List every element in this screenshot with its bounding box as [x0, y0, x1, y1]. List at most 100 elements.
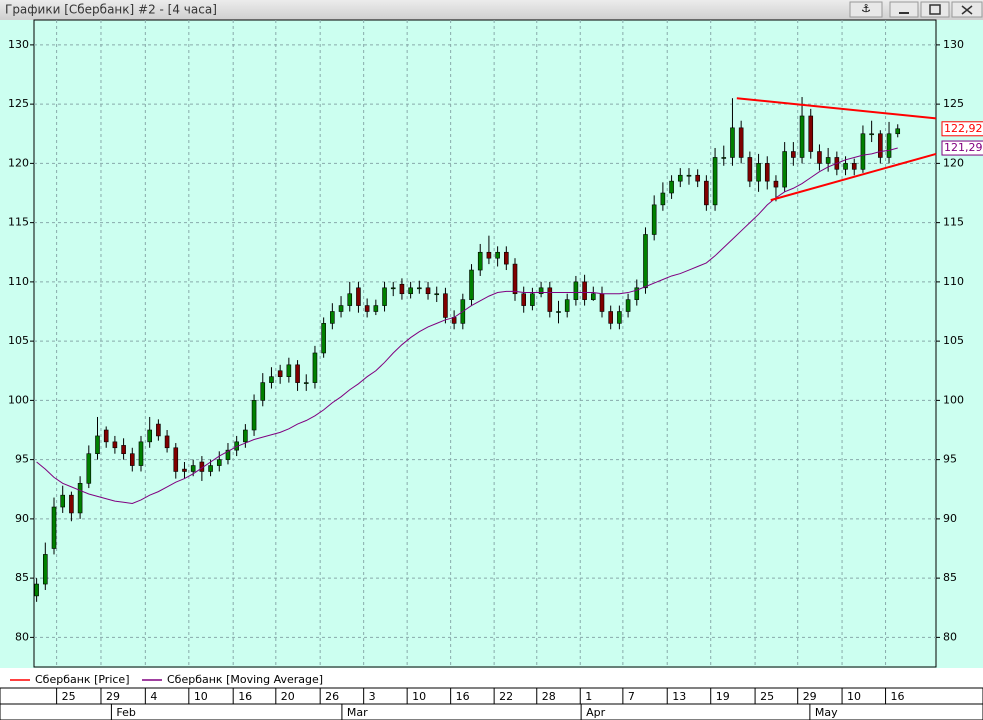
candle-body	[782, 151, 787, 188]
candle-body	[799, 115, 805, 158]
x-tick-label: 10	[194, 690, 208, 703]
candle-body	[138, 441, 144, 466]
y-tick-label-right: 110	[943, 275, 964, 288]
candle-body	[51, 506, 57, 549]
candle-body	[243, 429, 248, 443]
candle-body	[347, 293, 353, 306]
candle-body	[851, 163, 857, 170]
y-tick-label: 115	[8, 216, 29, 229]
candle-body	[286, 364, 292, 377]
trend-line	[770, 152, 937, 202]
x-tick-label: 25	[62, 690, 76, 703]
candle-body	[608, 311, 613, 324]
candle-body	[643, 234, 648, 289]
candle-body	[216, 459, 222, 466]
y-tick-label: 100	[8, 393, 29, 406]
maximize-icon	[929, 4, 941, 15]
maximize-button[interactable]	[920, 1, 950, 18]
candle-body	[190, 465, 196, 472]
candle-body	[486, 251, 492, 259]
x-tick-label: 29	[803, 690, 817, 703]
candle-body	[860, 133, 866, 170]
y-tick-label: 80	[15, 630, 29, 643]
candle-body	[208, 465, 213, 472]
candle-body	[156, 423, 161, 437]
y-tick-label: 130	[8, 38, 29, 51]
candle-body	[303, 382, 309, 384]
y-tick-label-right: 105	[943, 334, 964, 347]
candle-body	[556, 311, 561, 313]
price-box-label: 121,295	[944, 141, 983, 154]
legend-label: Сбербанк [Moving Average]	[167, 673, 323, 686]
candle-body	[495, 251, 500, 259]
anchor-button[interactable]	[849, 1, 883, 18]
candle-body	[321, 323, 326, 354]
window-buttons[interactable]: ⚓	[849, 1, 983, 18]
chart-background	[0, 20, 983, 668]
x-tick-label: 4	[150, 690, 157, 703]
candle-body	[277, 370, 283, 377]
price-box	[941, 140, 983, 156]
candle-body	[164, 435, 170, 449]
candle-body	[869, 133, 874, 136]
candle-body	[878, 133, 883, 158]
month-label: Mar	[347, 706, 368, 719]
candle-body	[695, 174, 700, 182]
candle-body	[399, 283, 405, 295]
candle-body	[512, 263, 518, 295]
y-tick-label-right: 100	[943, 393, 964, 406]
minimize-button[interactable]	[889, 1, 919, 18]
x-tick-label: 20	[281, 690, 295, 703]
candle-body	[895, 128, 901, 135]
y-tick-label-right: 80	[943, 630, 957, 643]
x-tick-label: 16	[238, 690, 252, 703]
month-label: May	[815, 706, 838, 719]
candle-body	[77, 483, 83, 514]
y-tick-label-right: 130	[943, 38, 964, 51]
candle-body	[408, 287, 413, 295]
candle-body	[338, 305, 344, 312]
candle-body	[808, 115, 814, 152]
candle-body	[312, 352, 318, 383]
candle-body	[669, 180, 674, 194]
candle-body	[747, 157, 753, 182]
candle-body	[121, 445, 126, 455]
candle-body	[60, 494, 66, 508]
x-tick-label: 16	[456, 690, 470, 703]
candle-body	[590, 293, 596, 300]
y-tick-label: 95	[15, 453, 29, 466]
candle-body	[173, 447, 179, 472]
y-tick-label-right: 85	[943, 571, 957, 584]
y-tick-label-right: 115	[943, 216, 964, 229]
x-tick-label: 22	[499, 690, 513, 703]
candle-body	[686, 174, 692, 177]
candle-body	[564, 299, 570, 312]
candle-body	[330, 311, 335, 324]
candle-body	[364, 305, 370, 312]
candle-body	[573, 281, 579, 300]
y-tick-label: 105	[8, 334, 29, 347]
candle-body	[417, 287, 422, 290]
candle-body	[112, 441, 118, 449]
candle-body	[86, 453, 92, 484]
candle-body	[260, 382, 266, 401]
y-tick-label: 90	[15, 512, 29, 525]
candle-body	[738, 127, 744, 158]
y-tick-label: 110	[8, 275, 29, 288]
candle-body	[764, 163, 770, 182]
candle-body	[251, 400, 257, 431]
candle-body	[425, 287, 431, 295]
candle-body	[34, 583, 39, 597]
month-label: Feb	[116, 706, 135, 719]
candle-body	[504, 251, 509, 265]
moving-average-line	[36, 147, 898, 504]
y-tick-label-right: 95	[943, 453, 957, 466]
candle-body	[625, 299, 631, 312]
anchor-icon: ⚓	[861, 2, 871, 15]
y-tick-label: 125	[8, 97, 29, 110]
x-tick-label: 19	[716, 690, 730, 703]
candle-body	[530, 293, 535, 306]
legend-label: Сбербанк [Price]	[35, 673, 130, 686]
candle-body	[721, 157, 727, 159]
